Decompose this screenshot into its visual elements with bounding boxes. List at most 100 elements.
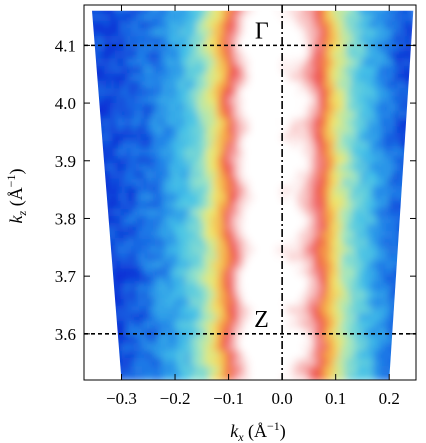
heatmap-cell [195, 296, 203, 306]
heatmap-cell [372, 191, 380, 201]
heatmap-cell [152, 199, 160, 209]
heatmap-cell [147, 229, 155, 239]
heatmap-cell [211, 86, 219, 96]
heatmap-cell [104, 356, 112, 366]
heatmap-cell [206, 319, 214, 329]
heatmap-cell [168, 289, 177, 299]
heatmap-cell [93, 19, 102, 29]
heatmap-cell [393, 184, 401, 194]
heatmap-cell [120, 146, 128, 156]
heatmap-cell [232, 296, 241, 306]
heatmap-cell [206, 124, 214, 134]
heatmap-cell [350, 349, 359, 359]
heatmap-cell [350, 364, 359, 374]
heatmap-cell [270, 281, 278, 291]
heatmap-cell [93, 281, 102, 291]
heatmap-cell [206, 131, 214, 141]
heatmap-cell [259, 26, 268, 36]
heatmap-cell [324, 41, 332, 51]
heatmap-cell [265, 19, 273, 29]
heatmap-cell [232, 251, 241, 261]
heatmap-cell [195, 259, 203, 269]
heatmap-cell [350, 334, 359, 344]
heatmap-cell [92, 311, 96, 321]
heatmap-cell [216, 214, 225, 224]
heatmap-cell [254, 139, 262, 149]
heatmap-cell [238, 371, 246, 380]
heatmap-cell [104, 319, 112, 329]
heatmap-cell [329, 289, 337, 299]
heatmap-cell [179, 199, 187, 209]
heatmap-cell [163, 319, 171, 329]
heatmap-cell [179, 364, 187, 374]
heatmap-cell [361, 259, 369, 269]
heatmap-cell [254, 19, 262, 29]
heatmap-cell [340, 10, 348, 14]
heatmap-cell [340, 131, 348, 141]
heatmap-cell [168, 94, 177, 104]
heatmap-cell [190, 334, 198, 344]
heatmap-cell [184, 124, 193, 134]
heatmap-cell [131, 334, 139, 344]
heatmap-cell [184, 79, 193, 89]
heatmap-cell [265, 154, 273, 164]
heatmap-cell [398, 274, 407, 284]
heatmap-cell [275, 139, 284, 149]
heatmap-cell [115, 244, 123, 254]
heatmap-cell [141, 109, 150, 119]
heatmap-cell [329, 176, 337, 186]
heatmap-cell [361, 64, 369, 74]
heatmap-cell [345, 116, 353, 126]
heatmap-cell [377, 221, 385, 231]
heatmap-cell [227, 251, 235, 261]
heatmap-cell [291, 176, 300, 186]
heatmap-cell [302, 184, 310, 194]
heatmap-cell [184, 109, 193, 119]
heatmap-cell [340, 146, 348, 156]
heatmap-cell [232, 79, 241, 89]
heatmap-cell [136, 304, 144, 314]
heatmap-cell [195, 131, 203, 141]
heatmap-cell [232, 206, 241, 216]
heatmap-cell [227, 304, 235, 314]
heatmap-cell [222, 184, 230, 194]
heatmap-cell [340, 236, 348, 246]
heatmap-cell [125, 101, 134, 111]
heatmap-cell [147, 49, 155, 59]
heatmap-cell [388, 281, 396, 291]
heatmap-cell [313, 11, 321, 21]
heatmap-cell [345, 221, 353, 231]
heatmap-cell [404, 221, 412, 231]
heatmap-cell [222, 244, 230, 254]
heatmap-cell [147, 161, 155, 171]
heatmap-cell [158, 266, 166, 276]
heatmap-cell [131, 146, 139, 156]
heatmap-cell [350, 356, 359, 366]
heatmap-cell [297, 191, 305, 201]
heatmap-cell [393, 11, 401, 21]
heatmap-cell [184, 71, 193, 81]
heatmap-cell [168, 116, 177, 126]
heatmap-cell [398, 244, 407, 254]
heatmap-cell [104, 281, 112, 291]
heatmap-cell [216, 184, 225, 194]
heatmap-cell [147, 41, 155, 51]
heatmap-cell [318, 154, 326, 164]
heatmap-cell [120, 64, 128, 74]
heatmap-cell [297, 86, 305, 96]
heatmap-cell [200, 191, 209, 201]
heatmap-cell [366, 281, 375, 291]
heatmap-cell [388, 221, 396, 231]
heatmap-cell [163, 146, 171, 156]
heatmap-cell [120, 206, 128, 216]
heatmap-cell [211, 364, 219, 374]
heatmap-cell [120, 86, 128, 96]
heatmap-cell [259, 56, 268, 66]
heatmap-cell [184, 349, 193, 359]
heatmap-cell [179, 139, 187, 149]
heatmap-cell [163, 356, 171, 366]
heatmap-cell [136, 139, 144, 149]
heatmap-cell [238, 101, 246, 111]
heatmap-cell [238, 64, 246, 74]
heatmap-cell [270, 94, 278, 104]
